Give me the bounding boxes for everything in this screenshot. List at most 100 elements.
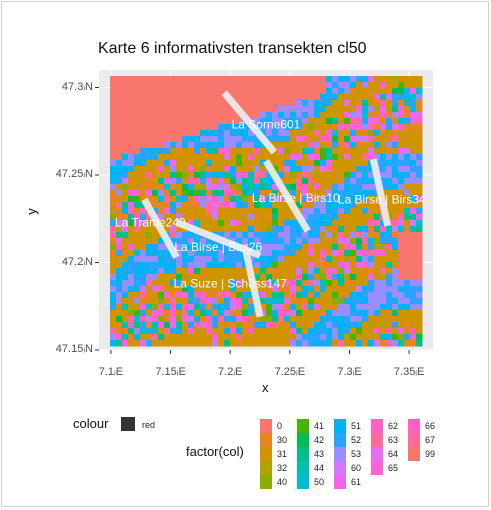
raster-cell <box>218 142 225 149</box>
raster-cell <box>224 280 231 287</box>
raster-cell <box>314 106 321 113</box>
raster-cell <box>338 136 345 143</box>
raster-cell <box>266 340 273 347</box>
raster-cell <box>344 226 351 233</box>
raster-cell <box>152 238 159 245</box>
raster-cell <box>302 208 309 215</box>
raster-cell <box>206 280 213 287</box>
raster-cell <box>356 124 363 131</box>
raster-cell <box>134 136 141 143</box>
raster-cell <box>128 256 135 263</box>
raster-cell <box>260 322 267 329</box>
raster-cell <box>302 238 309 245</box>
raster-cell <box>230 220 237 227</box>
raster-cell <box>284 106 291 113</box>
raster-cell <box>212 112 219 119</box>
raster-cell <box>248 112 255 119</box>
raster-cell <box>386 232 393 239</box>
raster-cell <box>164 298 171 305</box>
raster-cell <box>284 250 291 257</box>
raster-cell <box>236 88 243 95</box>
raster-cell <box>368 232 375 239</box>
raster-cell <box>284 280 291 287</box>
raster-cell <box>230 76 237 83</box>
raster-cell <box>128 208 135 215</box>
raster-cell <box>392 274 399 281</box>
raster-cell <box>248 334 255 341</box>
raster-cell <box>332 286 339 293</box>
raster-cell <box>416 268 423 275</box>
raster-cell <box>134 76 141 83</box>
raster-cell <box>332 274 339 281</box>
raster-cell <box>188 100 195 107</box>
raster-cell <box>326 190 333 197</box>
raster-cell <box>356 250 363 257</box>
raster-cell <box>200 160 207 167</box>
raster-cell <box>296 334 303 341</box>
raster-cell <box>362 274 369 281</box>
raster-cell <box>110 322 117 329</box>
raster-cell <box>164 328 171 335</box>
raster-cell <box>380 82 387 89</box>
raster-cell <box>122 172 129 179</box>
raster-cell <box>356 100 363 107</box>
raster-cell <box>200 214 207 221</box>
raster-cell <box>290 82 297 89</box>
raster-cell <box>314 166 321 173</box>
raster-cell <box>236 130 243 137</box>
raster-cell <box>320 226 327 233</box>
raster-cell <box>332 304 339 311</box>
raster-cell <box>224 292 231 299</box>
raster-cell <box>356 94 363 101</box>
raster-cell <box>344 88 351 95</box>
raster-cell <box>356 130 363 137</box>
raster-cell <box>314 118 321 125</box>
raster-cell <box>362 232 369 239</box>
raster-cell <box>338 226 345 233</box>
raster-cell <box>182 334 189 341</box>
raster-cell <box>200 262 207 269</box>
raster-cell <box>332 322 339 329</box>
raster-cell <box>356 292 363 299</box>
raster-cell <box>374 298 381 305</box>
raster-cell <box>350 310 357 317</box>
raster-cell <box>200 340 207 347</box>
raster-cell <box>218 100 225 107</box>
raster-cell <box>212 106 219 113</box>
raster-cell <box>338 88 345 95</box>
raster-cell <box>344 100 351 107</box>
raster-cell <box>368 298 375 305</box>
raster-cell <box>380 100 387 107</box>
raster-cell <box>332 280 339 287</box>
raster-cell <box>122 214 129 221</box>
raster-cell <box>212 88 219 95</box>
raster-cell <box>266 118 273 125</box>
raster-cell <box>380 142 387 149</box>
raster-cell <box>260 274 267 281</box>
raster-cell <box>368 94 375 101</box>
raster-cell <box>236 154 243 161</box>
raster-cell <box>374 226 381 233</box>
raster-cell <box>164 304 171 311</box>
raster-cell <box>392 316 399 323</box>
raster-cell <box>392 334 399 341</box>
raster-cell <box>338 292 345 299</box>
raster-cell <box>188 142 195 149</box>
raster-cell <box>152 94 159 101</box>
raster-cell <box>350 208 357 215</box>
colour-legend-title: colour <box>73 416 109 431</box>
raster-cell <box>362 136 369 143</box>
raster-cell <box>362 208 369 215</box>
raster-cell <box>284 148 291 155</box>
raster-cell <box>140 226 147 233</box>
raster-cell <box>332 238 339 245</box>
raster-cell <box>308 136 315 143</box>
raster-cell <box>176 298 183 305</box>
raster-cell <box>344 268 351 275</box>
raster-cell <box>188 214 195 221</box>
raster-cell <box>374 280 381 287</box>
raster-cell <box>182 154 189 161</box>
raster-cell <box>128 166 135 173</box>
raster-cell <box>386 190 393 197</box>
raster-cell <box>170 130 177 137</box>
